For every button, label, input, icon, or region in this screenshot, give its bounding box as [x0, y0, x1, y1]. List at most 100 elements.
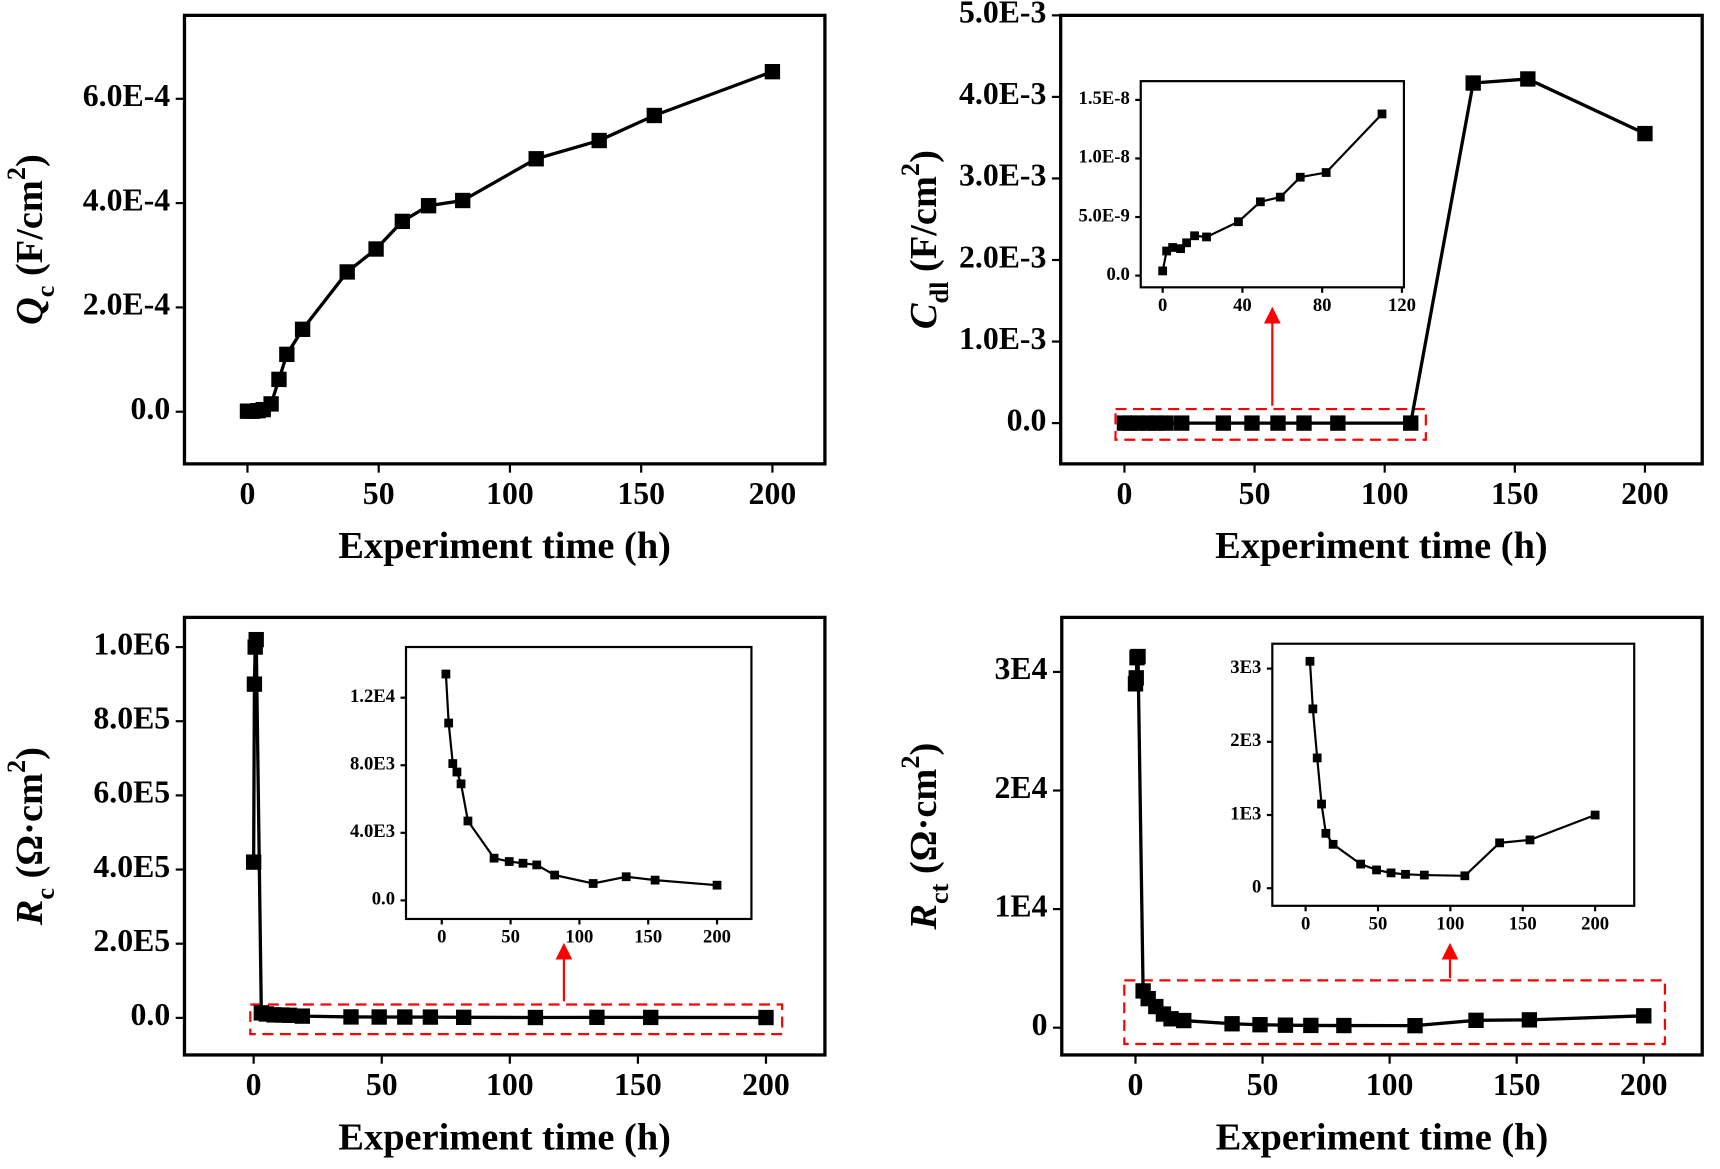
x-tick-label: 150	[1491, 476, 1539, 511]
marker	[518, 858, 528, 868]
plot-frame	[1059, 13, 1704, 466]
marker	[591, 132, 607, 149]
y-axis-label-part: 2	[2, 760, 31, 773]
y-axis-label-part: c	[31, 888, 60, 900]
y-tick-label: 0.0	[372, 889, 395, 910]
marker	[1590, 810, 1600, 820]
marker	[589, 1009, 605, 1026]
y-tick-label: 8.0E3	[350, 754, 395, 775]
y-tick-label: 4.0E-3	[959, 76, 1046, 111]
marker	[452, 767, 462, 777]
y-tick-label: 6.0E5	[93, 775, 170, 810]
marker	[527, 1009, 544, 1026]
marker	[1356, 859, 1366, 869]
marker	[1317, 799, 1326, 809]
y-tick-label: 5.0E-3	[959, 0, 1046, 30]
plot-frame	[1139, 80, 1406, 289]
marker	[271, 371, 287, 388]
x-tick-label: 100	[1361, 476, 1409, 511]
y-tick-label: 8.0E5	[93, 701, 170, 736]
marker	[1637, 125, 1653, 142]
x-tick-label: 200	[1621, 476, 1669, 511]
marker	[1295, 172, 1305, 182]
marker	[1419, 870, 1429, 880]
marker	[1303, 1017, 1319, 1034]
x-tick-label: 50	[1369, 914, 1388, 935]
y-axis-label-part: )	[9, 747, 51, 760]
x-tick-label: 50	[1247, 1067, 1279, 1102]
y-axis-label: Rc (Ω·cm2)	[2, 747, 60, 926]
marker	[1386, 868, 1396, 878]
y-axis-label-part: dl	[924, 282, 953, 304]
arrow-head	[1263, 306, 1281, 324]
x-tick-label: 0	[240, 476, 256, 511]
x-axis-label: Experiment time (h)	[338, 1116, 671, 1158]
marker	[764, 64, 781, 80]
x-tick-label: 150	[634, 927, 662, 948]
marker	[339, 264, 355, 280]
marker	[1305, 656, 1315, 666]
marker	[1158, 266, 1168, 276]
x-tick-label: 50	[363, 476, 395, 511]
marker	[394, 213, 411, 230]
y-tick-label: 5.0E-9	[1079, 205, 1130, 226]
y-tick-label: 1E3	[1230, 803, 1261, 824]
y-tick-label: 6.0E-4	[83, 78, 171, 113]
marker	[444, 718, 454, 728]
marker	[1277, 1017, 1294, 1033]
marker	[1162, 246, 1172, 256]
highlight-boxes	[249, 407, 1667, 1046]
y-axis-label-part: ct	[924, 883, 953, 904]
marker	[621, 872, 631, 882]
y-axis-label-part: (Ω·cm	[903, 769, 945, 884]
marker	[489, 853, 499, 863]
marker	[1224, 1016, 1240, 1032]
y-axis-label-part: )	[903, 150, 945, 163]
marker	[1377, 109, 1387, 119]
x-tick-label: 150	[614, 1067, 662, 1102]
marker	[1244, 415, 1260, 431]
marker	[1174, 415, 1190, 431]
marker	[448, 759, 458, 768]
marker	[532, 860, 542, 870]
y-axis-label: Cdl (F/cm2)	[895, 150, 953, 329]
marker	[420, 198, 437, 214]
marker	[1252, 1017, 1268, 1033]
y-tick-label: 3E4	[995, 651, 1048, 686]
marker	[643, 1009, 659, 1026]
marker	[279, 346, 295, 363]
y-tick-label: 4.0E-4	[83, 182, 171, 217]
y-tick-label: 1.2E4	[350, 686, 395, 707]
y-axis-label-part: (F/cm	[9, 180, 51, 286]
x-tick-label: 100	[486, 476, 534, 511]
x-tick-label: 100	[1436, 914, 1464, 935]
marker	[397, 1009, 413, 1025]
marker	[712, 880, 722, 890]
marker	[1465, 75, 1481, 91]
y-tick-label: 0.0	[130, 391, 170, 426]
y-axis-label-part: 2	[895, 163, 924, 176]
y-axis-label-part: Q	[9, 297, 51, 325]
marker	[1202, 232, 1211, 242]
y-tick-label: 1.0E-3	[959, 321, 1046, 356]
marker	[1321, 168, 1331, 177]
plot-frame	[182, 615, 827, 1057]
marker	[550, 870, 560, 880]
marker	[1215, 415, 1232, 431]
marker	[281, 1007, 298, 1023]
highlight-box	[1114, 407, 1427, 441]
y-axis-label-part: )	[9, 154, 51, 167]
x-tick-label: 50	[1239, 476, 1271, 511]
x-tick-label: 120	[1388, 295, 1416, 316]
marker	[1336, 1017, 1352, 1034]
x-tick-label: 50	[366, 1067, 398, 1102]
y-tick-label: 0.0	[1106, 264, 1129, 285]
plot-frame	[1060, 615, 1704, 1057]
marker	[1255, 197, 1265, 207]
inset-background	[1140, 81, 1404, 288]
marker	[463, 816, 473, 826]
marker	[368, 241, 384, 257]
marker	[455, 192, 471, 209]
marker	[1312, 753, 1322, 763]
